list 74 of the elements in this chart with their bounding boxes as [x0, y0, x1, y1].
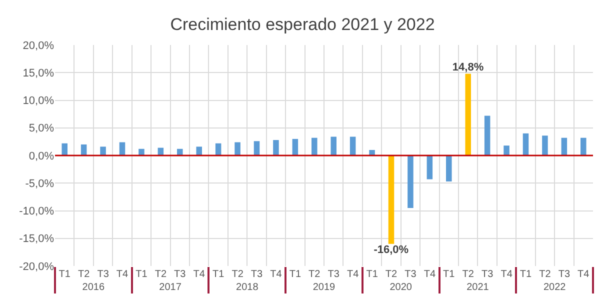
x-tick-label: T2	[154, 269, 167, 280]
bar	[138, 148, 144, 156]
x-tick-label: T3	[250, 269, 264, 280]
bar	[100, 146, 106, 156]
x-tick-label: T2	[462, 269, 474, 280]
bar	[234, 142, 240, 156]
x-tick-label: T2	[385, 269, 398, 280]
chart-title: Crecimiento esperado 2021 y 2022	[170, 15, 435, 34]
x-tick-label: T3	[481, 269, 494, 280]
x-tick-label: T3	[404, 269, 417, 280]
bar	[312, 138, 318, 156]
y-tick-label: 20,0%	[22, 40, 54, 52]
bar	[446, 156, 452, 182]
y-tick-label: -10,0%	[19, 206, 54, 218]
x-tick-label: T1	[520, 269, 532, 280]
bar	[350, 136, 356, 156]
x-tick-label: T2	[78, 269, 90, 280]
x-tick-label: T1	[443, 269, 456, 280]
bar	[119, 142, 126, 156]
x-tick-label: T1	[58, 269, 71, 280]
x-tick-label: T1	[289, 269, 302, 280]
bar	[215, 143, 222, 156]
text: 2018	[236, 282, 259, 293]
bar	[292, 138, 298, 156]
bar	[580, 138, 586, 156]
text: 2020	[390, 282, 412, 293]
bar	[330, 136, 336, 156]
x-tick-label: T4	[346, 269, 360, 280]
x-tick-label: T4	[424, 269, 436, 280]
bar	[465, 74, 471, 156]
x-tick-label: T2	[308, 269, 321, 280]
text: 2022	[543, 282, 566, 293]
x-tick-label: T3	[558, 269, 570, 280]
data-label: 14,8%	[452, 62, 484, 74]
x-tick-label: T4	[578, 269, 590, 280]
x-tick-label: T4	[116, 269, 129, 280]
x-tick-label: T4	[500, 269, 513, 280]
bar	[273, 140, 279, 156]
text: 2021	[466, 282, 490, 293]
y-tick-label: 0,0%	[28, 150, 54, 162]
x-tick-label: T1	[136, 269, 148, 280]
x-tick-label: T2	[539, 269, 552, 280]
bar	[484, 116, 490, 156]
bar	[408, 156, 414, 208]
x-tick-label: T3	[328, 269, 340, 280]
bar	[426, 156, 433, 180]
x-tick-label: T1	[366, 269, 378, 280]
y-tick-label: -5,0%	[25, 178, 54, 190]
y-tick-label: 10,0%	[22, 95, 54, 108]
bar	[62, 143, 68, 156]
x-tick-label: T3	[97, 269, 110, 280]
x-tick-label: T4	[270, 269, 282, 280]
text: 2017	[159, 282, 182, 293]
y-tick-label: 5,0%	[28, 122, 54, 135]
bar	[369, 150, 375, 156]
x-tick-label: T2	[232, 269, 244, 280]
text: 2016	[82, 282, 105, 293]
bar	[388, 156, 394, 244]
bar	[504, 146, 510, 156]
bar	[522, 133, 529, 156]
y-tick-label: -20,0%	[19, 260, 54, 273]
x-tick-label: T4	[193, 269, 206, 280]
bar	[542, 136, 548, 156]
y-tick-label: -15,0%	[19, 233, 54, 246]
data-label: -16,0%	[374, 244, 409, 256]
bar	[196, 146, 202, 156]
x-tick-label: T1	[212, 269, 225, 280]
y-tick-label: 15,0%	[22, 67, 54, 80]
bar	[80, 144, 87, 156]
bar	[254, 141, 260, 156]
text: 2019	[312, 282, 336, 293]
x-tick-label: T3	[174, 269, 186, 280]
bar	[561, 138, 568, 156]
bar	[177, 148, 183, 156]
